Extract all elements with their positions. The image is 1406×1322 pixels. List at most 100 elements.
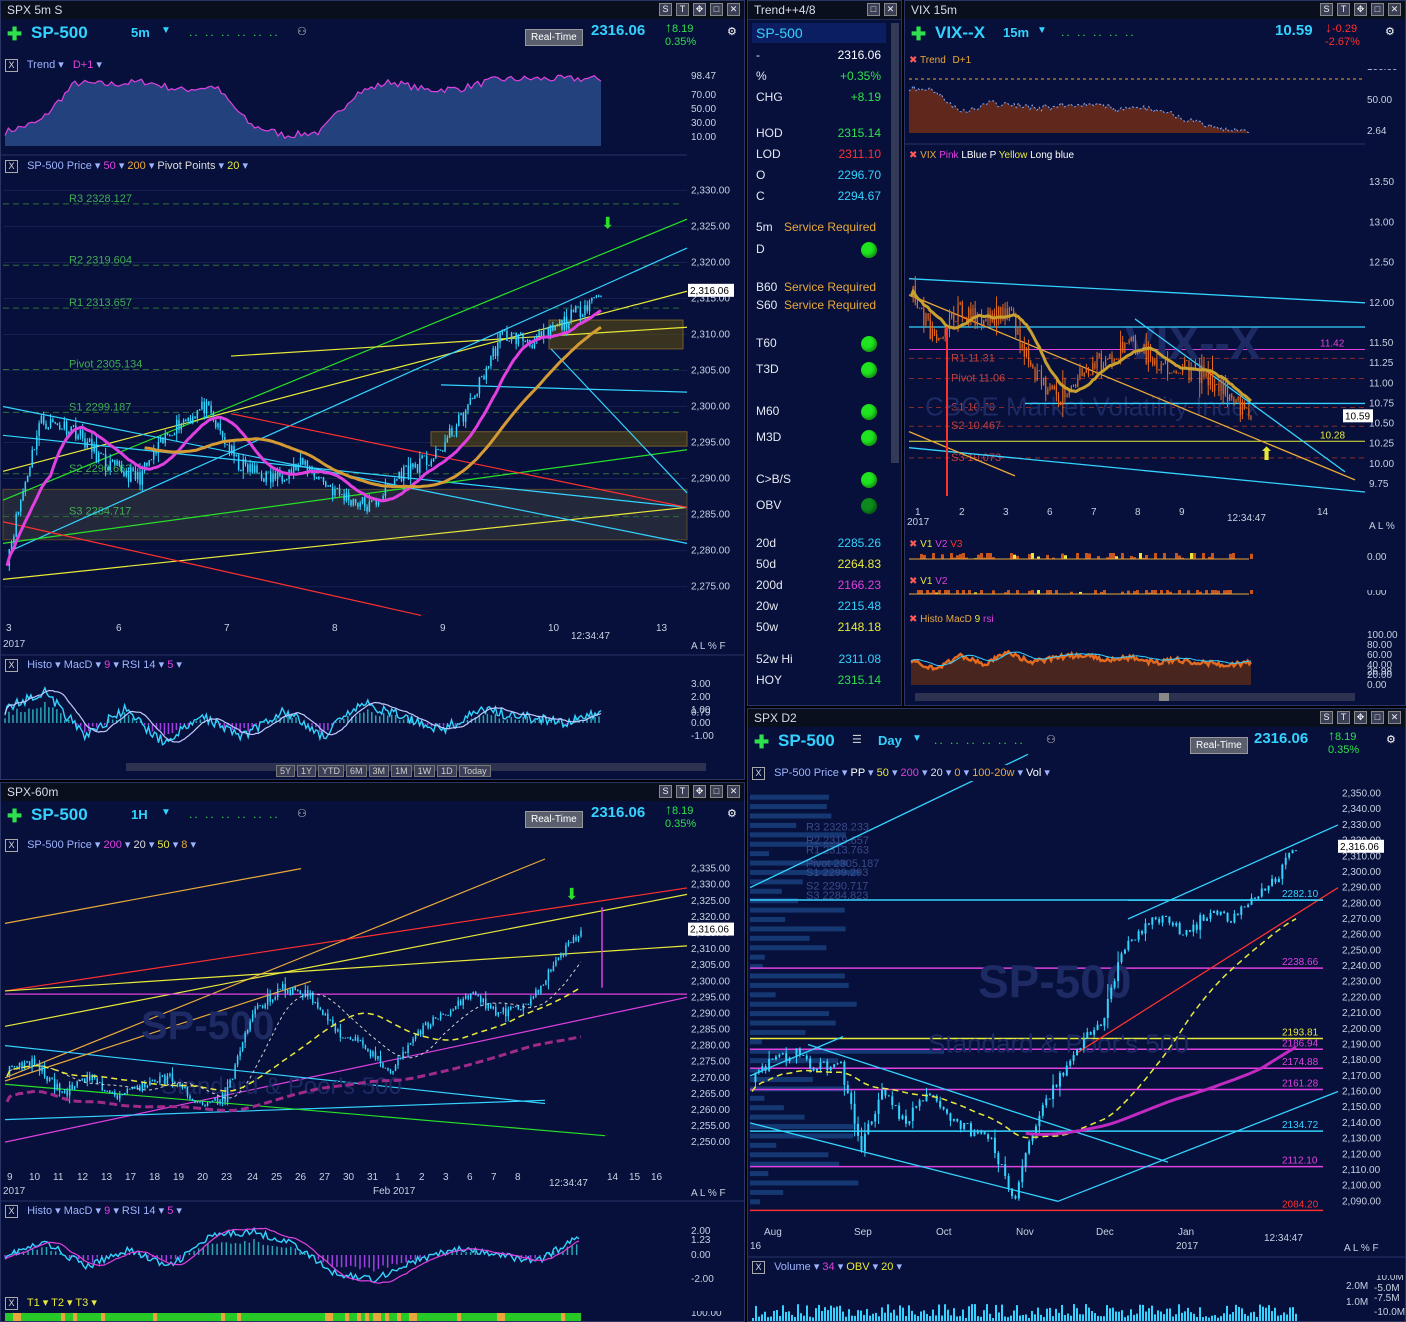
watch-row[interactable]: C 2294.67 [756, 186, 881, 206]
signal-row[interactable]: B60 Service Required [756, 277, 881, 297]
spx-5m-titlebar[interactable]: SPX 5m S S T ✥ □ ✕ [1, 1, 744, 20]
t-icon[interactable]: T [676, 785, 689, 798]
chevron-down-icon[interactable]: ▼ [161, 807, 171, 818]
s-icon[interactable]: S [659, 3, 672, 16]
range-3m[interactable]: 3M [368, 765, 390, 777]
watchlist-symbol[interactable]: SP-500 [752, 23, 886, 43]
close-icon[interactable]: X [752, 1261, 765, 1274]
symbol-label[interactable]: SP-500 [778, 731, 835, 750]
maximize-icon[interactable]: □ [867, 3, 880, 16]
legend-v2[interactable]: V2 [935, 539, 948, 550]
maximize-icon[interactable]: □ [1371, 711, 1384, 724]
range-today[interactable]: Today [458, 765, 491, 777]
stat-row[interactable]: 20w 2215.48 [756, 596, 881, 616]
legend-remove-icon[interactable]: ✖ [909, 576, 918, 587]
close-icon[interactable]: ✕ [884, 3, 897, 16]
trend-label[interactable]: Trend [920, 55, 946, 66]
legend-pivots[interactable]: Pivot Points [157, 160, 216, 172]
s-icon[interactable]: S [1320, 3, 1333, 16]
symbol-label[interactable]: SP-500 [31, 23, 88, 42]
watch-row[interactable]: CHG +8.19 [756, 87, 881, 107]
close-icon[interactable]: ✕ [1388, 3, 1401, 16]
menu-icon[interactable]: ⚙ [727, 26, 737, 38]
symbol-label[interactable]: VIX--X [935, 23, 986, 42]
legend-pp[interactable]: PP [850, 767, 865, 779]
watchlist-titlebar[interactable]: Trend++4/8 □ ✕ [748, 1, 901, 20]
legend-price[interactable]: SP-500 Price [27, 839, 92, 851]
legend-v2[interactable]: V2 [935, 576, 948, 587]
chevron-down-icon[interactable]: ▼ [161, 25, 171, 36]
legend-ma8[interactable]: 8 [181, 839, 188, 851]
close-icon[interactable]: X [5, 1297, 18, 1310]
legend-rsi-len[interactable]: 5 [167, 1205, 174, 1217]
stat-row[interactable]: 52w Hi 2311.08 [756, 649, 881, 669]
timeframe-select[interactable]: 1H [131, 807, 148, 822]
signal-row[interactable]: D [756, 239, 881, 259]
legend-remove-icon[interactable]: ✖ [909, 539, 918, 550]
legend-remove-icon[interactable]: ✖ [909, 150, 918, 161]
watch-row[interactable]: O 2296.70 [756, 165, 881, 185]
legend-v3[interactable]: V3 [950, 539, 963, 550]
t-icon[interactable]: T [676, 3, 689, 16]
signal-row[interactable]: OBV [756, 495, 881, 515]
range-1y[interactable]: 1Y [297, 765, 317, 777]
signal-row[interactable]: T3D [756, 359, 881, 379]
trend-label[interactable]: Trend [26, 59, 56, 71]
close-icon[interactable]: X [5, 59, 18, 72]
legend-ma50[interactable]: 50 [103, 160, 116, 172]
legend-yellow[interactable]: Yellow [998, 150, 1028, 161]
close-icon[interactable]: X [5, 839, 18, 852]
maximize-icon[interactable]: □ [1371, 3, 1384, 16]
t-icon[interactable]: T [1337, 711, 1350, 724]
watch-row[interactable]: HOD 2315.14 [756, 123, 881, 143]
legend-obv-len[interactable]: 20 [881, 1261, 894, 1273]
add-icon[interactable]: ✚ [754, 732, 770, 752]
range-1m[interactable]: 1M [391, 765, 412, 777]
legend-macd-len[interactable]: 9 [104, 1205, 111, 1217]
legend-macd[interactable]: MacD [63, 1205, 93, 1217]
legend-ma20[interactable]: 20 [930, 767, 943, 779]
stat-row[interactable]: 200d 2166.23 [756, 575, 881, 595]
close-icon[interactable]: X [5, 1205, 18, 1218]
move-icon[interactable]: ✥ [693, 785, 706, 798]
legend-zero[interactable]: 0 [954, 767, 961, 779]
legend-ma200[interactable]: 200 [103, 839, 122, 851]
move-icon[interactable]: ✥ [693, 3, 706, 16]
watchlist-scrollbar[interactable] [891, 23, 899, 463]
legend-vix[interactable]: VIX [920, 150, 937, 161]
chevron-down-icon[interactable]: ▼ [912, 733, 922, 744]
stat-row[interactable]: 50w 2148.18 [756, 617, 881, 637]
maximize-icon[interactable]: □ [710, 785, 723, 798]
legend-price[interactable]: SP-500 Price [774, 767, 839, 779]
legend-macd[interactable]: MacD [945, 614, 972, 625]
watch-row[interactable]: LOD 2311.10 [756, 144, 881, 164]
close-icon[interactable]: ✕ [727, 785, 740, 798]
binoculars-icon[interactable]: ⚇ [297, 808, 307, 820]
maximize-icon[interactable]: □ [710, 3, 723, 16]
range-6m[interactable]: 6M [346, 765, 367, 777]
legend-macd-len[interactable]: 9 [974, 614, 981, 625]
binoculars-icon[interactable]: ⚇ [1046, 734, 1056, 746]
menu-icon[interactable]: ⚙ [1386, 734, 1396, 746]
close-icon[interactable]: X [5, 659, 18, 672]
close-icon[interactable]: X [752, 767, 765, 780]
s-icon[interactable]: S [659, 785, 672, 798]
stat-row[interactable]: 50d 2264.83 [756, 554, 881, 574]
legend-ma50[interactable]: 50 [876, 767, 889, 779]
legend-long-blue[interactable]: Long blue [1030, 150, 1075, 161]
signal-row[interactable]: S60 Service Required [756, 295, 881, 315]
legend-remove-icon[interactable]: ✖ [909, 614, 918, 625]
signal-row[interactable]: C>B/S [756, 469, 881, 489]
legend-lblue[interactable]: LBlue [961, 150, 987, 161]
legend-histo[interactable]: Histo [27, 1205, 53, 1217]
legend-ma20[interactable]: 20 [133, 839, 146, 851]
close-icon[interactable]: ✕ [727, 3, 740, 16]
legend-macd[interactable]: MacD [63, 659, 93, 671]
legend-obv[interactable]: OBV [846, 1261, 870, 1273]
timeframe-select[interactable]: 15m [1003, 25, 1030, 40]
realtime-button[interactable]: Real-Time [1190, 737, 1248, 754]
symbol-label[interactable]: SP-500 [31, 805, 88, 824]
legend-price[interactable]: SP-500 Price [27, 160, 92, 172]
signal-row[interactable]: M3D [756, 427, 881, 447]
legend-t3[interactable]: T3 [75, 1297, 89, 1309]
